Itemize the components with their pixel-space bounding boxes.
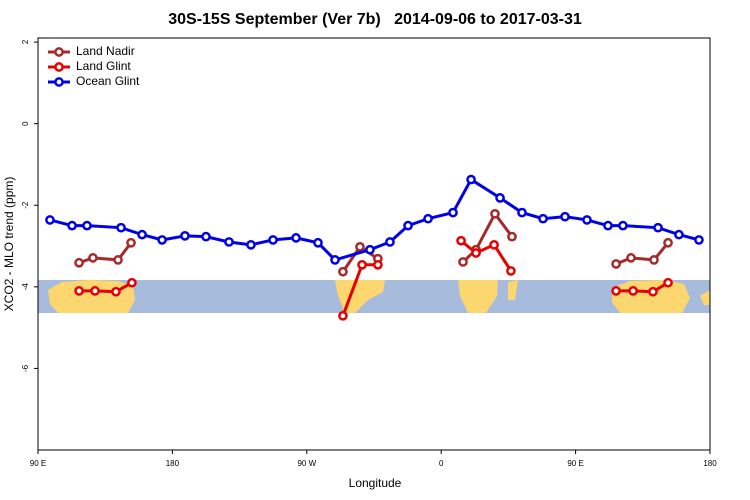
point	[663, 277, 673, 288]
point	[495, 193, 505, 203]
point	[663, 237, 673, 248]
point	[157, 235, 167, 245]
point	[517, 207, 527, 218]
y-tick-label: 2	[21, 39, 30, 44]
point	[423, 213, 433, 224]
map-background	[38, 280, 710, 313]
point	[90, 286, 100, 296]
x-tick-label: 90 E	[30, 459, 46, 468]
y-tick-label: 0	[21, 121, 30, 126]
plot-frame	[37, 37, 711, 451]
point	[385, 237, 395, 247]
point	[674, 229, 684, 240]
point	[560, 211, 570, 222]
point	[649, 255, 659, 265]
point	[471, 248, 481, 258]
point	[291, 233, 301, 243]
point	[694, 235, 704, 245]
point	[224, 237, 234, 247]
point	[506, 266, 516, 276]
point	[268, 235, 278, 245]
point	[448, 207, 458, 218]
legend-label: Ocean Glint	[76, 74, 140, 88]
point	[201, 231, 211, 242]
point	[489, 239, 499, 250]
point	[618, 220, 628, 231]
point	[338, 266, 348, 277]
x-axis-label: Longitude	[349, 476, 402, 490]
point	[88, 253, 98, 263]
y-tick-label: -6	[21, 364, 30, 372]
x-tick-label: 180	[703, 459, 717, 468]
point	[338, 310, 348, 321]
x-tick-label: 90 E	[567, 459, 583, 468]
legend-marker	[54, 77, 64, 87]
point	[355, 242, 365, 252]
legend-marker	[54, 47, 64, 57]
point	[126, 237, 136, 248]
x-tick-label: 90 W	[297, 459, 316, 468]
legend-marker	[54, 62, 64, 72]
point	[45, 215, 55, 225]
point	[466, 174, 476, 185]
point	[648, 286, 658, 297]
point	[403, 220, 413, 231]
point	[330, 255, 340, 265]
point	[127, 277, 137, 288]
point	[82, 220, 92, 231]
x-tick-label: 0	[439, 459, 444, 468]
point	[628, 286, 638, 296]
point	[507, 231, 517, 242]
legend-label: Land Nadir	[76, 44, 135, 58]
point	[603, 220, 613, 231]
point	[365, 244, 375, 255]
point	[74, 257, 84, 268]
y-axis-label: XCO2 - MLO trend (ppm)	[2, 177, 16, 312]
point	[357, 259, 367, 270]
point	[180, 230, 190, 241]
point	[611, 286, 621, 296]
point	[74, 286, 84, 296]
point	[490, 208, 500, 219]
legend-label: Land Glint	[76, 59, 131, 73]
y-tick-label: -4	[21, 283, 30, 291]
point	[111, 286, 121, 297]
point	[456, 235, 466, 246]
point	[373, 259, 383, 270]
chart-title: 30S-15S September (Ver 7b) 2014-09-06 to…	[168, 11, 582, 28]
point	[313, 237, 323, 248]
point	[246, 239, 256, 250]
point	[538, 213, 548, 224]
x-tick-label: 180	[166, 459, 180, 468]
point	[626, 253, 636, 263]
point	[113, 255, 123, 265]
point	[458, 257, 468, 267]
point	[653, 222, 663, 233]
point	[582, 215, 592, 225]
point	[137, 229, 147, 240]
point	[611, 259, 621, 269]
y-tick-label: -2	[21, 201, 30, 209]
point	[116, 222, 126, 233]
point	[67, 220, 77, 231]
